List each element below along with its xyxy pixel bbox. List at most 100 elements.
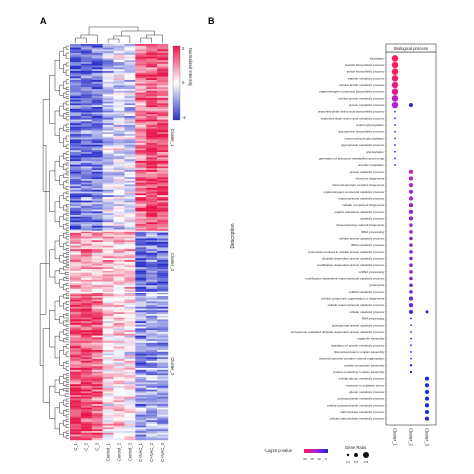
heatmap-cell: [124, 373, 136, 376]
heatmap-cell: [102, 350, 114, 352]
heatmap-cell: [80, 411, 92, 414]
heatmap-cell: [70, 193, 82, 196]
heatmap-cell: [102, 204, 114, 207]
heatmap-cell: [135, 306, 147, 309]
heatmap-cell: [80, 56, 92, 59]
dot-point: [424, 403, 430, 408]
heatmap-cell: [113, 238, 125, 241]
heatmap-cell: [146, 139, 158, 142]
heatmap-cell: [146, 150, 158, 153]
heatmap-cell: [146, 213, 158, 216]
heatmap-cell: [80, 200, 92, 203]
heatmap-cell: [124, 234, 136, 237]
heatmap-cell: [146, 324, 158, 327]
heatmap-cell: [113, 314, 125, 316]
term-label: glucan metabolic process: [349, 390, 384, 394]
heatmap-cell: [157, 132, 169, 135]
heatmap-cell: [135, 222, 147, 225]
heatmap-cell: [91, 265, 103, 268]
heatmap-cell: [157, 369, 169, 372]
heatmap-cell: [70, 94, 82, 97]
heatmap-cell: [102, 393, 114, 396]
heatmap-cell: [113, 429, 125, 432]
heatmap-cell: [135, 434, 147, 437]
heatmap-cell: [146, 251, 158, 253]
heatmap-cell: [146, 135, 158, 138]
term-label: proteolysis: [369, 283, 384, 287]
heatmap-cell: [135, 332, 147, 334]
heatmap-cell: [91, 303, 103, 306]
heatmap-cell: [70, 427, 82, 430]
heatmap-cell: [91, 110, 103, 113]
sample-label: Control_3: [127, 442, 132, 461]
heatmap-cell: [70, 414, 82, 417]
heatmap-cell: [135, 303, 147, 306]
heatmap-cell: [70, 242, 82, 244]
heatmap-cell: [135, 152, 147, 154]
heatmap-cell: [70, 303, 82, 306]
heatmap-cell: [70, 206, 82, 208]
heatmap-cell: [124, 263, 136, 266]
heatmap-cell: [135, 146, 147, 149]
heatmap-cell: [113, 202, 125, 205]
heatmap-cell: [135, 204, 147, 207]
heatmap-cell: [91, 256, 103, 259]
heatmap-cell: [80, 166, 92, 169]
heatmap-cell: [157, 202, 169, 205]
heatmap-cell: [113, 188, 125, 190]
heatmap-cell: [157, 382, 169, 385]
heatmap-cell: [135, 377, 147, 379]
heatmap-cell: [113, 137, 125, 140]
heatmap-cell: [124, 162, 136, 165]
heatmap-cell: [70, 251, 82, 253]
heatmap-cell: [80, 375, 92, 378]
heatmap-cell: [80, 366, 92, 369]
heatmap-cell: [113, 99, 125, 102]
heatmap-cell: [124, 186, 136, 189]
heatmap-cell: [70, 89, 82, 91]
heatmap-cell: [80, 254, 92, 257]
heatmap-cell: [135, 436, 147, 439]
term-label: branched-chain amino acid metabolic proc…: [321, 116, 384, 120]
heatmap-cell: [135, 67, 147, 70]
heatmap-cell: [102, 247, 114, 250]
heatmap-cell: [135, 400, 147, 403]
heatmap-cell: [146, 368, 158, 370]
heatmap-cell: [124, 254, 136, 257]
heatmap-cell: [157, 126, 169, 129]
heatmap-cell: [146, 305, 158, 307]
heatmap-cell: [135, 276, 147, 279]
heatmap-cell: [146, 47, 158, 50]
heatmap-cell: [102, 90, 114, 93]
panel-b-label: B: [208, 16, 215, 26]
heatmap-cell: [102, 299, 114, 302]
heatmap-cell: [91, 362, 103, 365]
heatmap-cell: [113, 306, 125, 309]
heatmap-cell: [80, 153, 92, 156]
heatmap-cell: [70, 308, 82, 311]
term-label: cellular carbohydrate metabolic process: [329, 417, 384, 421]
heatmap-cell: [124, 362, 136, 365]
heatmap-cell: [146, 416, 158, 419]
heatmap-cell: [102, 119, 114, 122]
heatmap-cell: [124, 125, 136, 127]
heatmap-cell: [124, 386, 136, 388]
term-label: organonitrogen compound biosynthetic pro…: [319, 90, 384, 94]
heatmap-cell: [146, 168, 158, 171]
heatmap-cell: [80, 184, 92, 187]
sample-label: C+NAC_3: [160, 442, 165, 462]
heatmap-cell: [113, 126, 125, 129]
heatmap-cell: [80, 270, 92, 273]
heatmap-cell: [135, 265, 147, 268]
heatmap-cell: [146, 333, 158, 336]
heatmap-cell: [91, 229, 103, 232]
heatmap-cell: [113, 272, 125, 275]
heatmap-cell: [124, 134, 136, 136]
heatmap-cell: [80, 416, 92, 419]
heatmap-cell: [80, 51, 92, 54]
heatmap-cell: [146, 89, 158, 91]
heatmap-cell: [113, 303, 125, 306]
heatmap-cell: [157, 89, 169, 91]
heatmap-cell: [80, 422, 92, 424]
heatmap-cell: [80, 247, 92, 250]
